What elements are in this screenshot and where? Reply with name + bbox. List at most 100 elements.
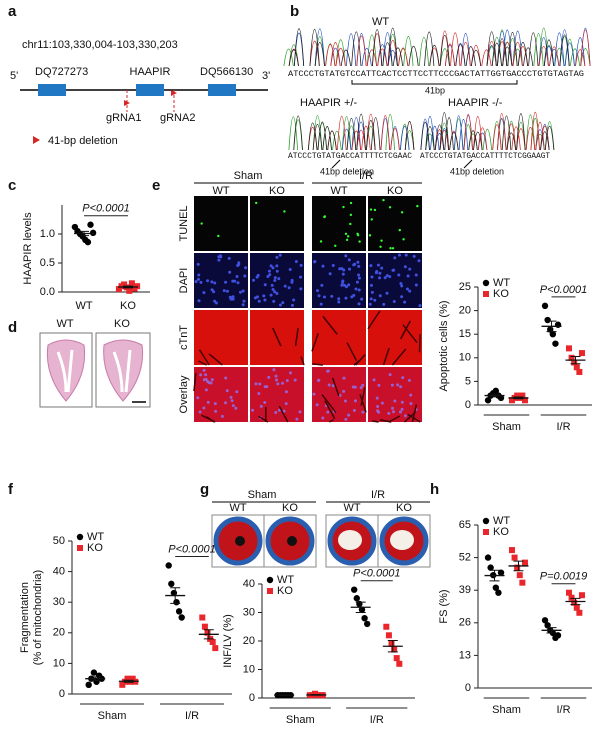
ring [327,516,377,566]
error-bar [355,601,366,613]
micrograph [194,310,248,365]
nucleus [225,289,229,293]
x-tick-label: Sham [98,710,127,722]
nucleus [277,408,281,412]
nucleus [359,386,363,390]
nucleus [416,204,419,208]
nucleus [412,254,416,258]
nucleus [253,296,257,300]
streak [400,320,411,340]
error-bar [90,676,101,681]
nucleus [288,268,292,272]
nucleus [273,278,277,282]
y-tick-label: 10 [459,352,471,364]
streak [278,405,289,423]
micrograph [312,196,366,251]
x-tick-label: Sham [286,714,315,726]
point [134,283,141,290]
nucleus [407,378,411,382]
nucleus [210,288,214,292]
nucleus [228,270,232,274]
nucleus [372,378,376,382]
y-axis-label: (% of mitochondria) [32,570,44,665]
column-label: WT [330,185,347,197]
nucleus [259,404,263,408]
legend-label: KO [493,288,509,300]
nucleus [388,275,392,279]
nucleus [241,289,245,293]
point [396,660,403,667]
nucleus [373,298,377,302]
nucleus [403,300,407,304]
streak [311,333,319,352]
point [497,569,505,576]
nucleus [383,276,387,280]
nucleus [380,401,384,405]
infarct [390,530,414,550]
column-label: KO [269,185,285,197]
trace [434,112,550,151]
nucleus [388,373,392,377]
nucleus [209,381,213,385]
chamber [112,349,132,393]
point [497,394,505,402]
streak [201,414,216,423]
streak [312,363,323,366]
nucleus [202,291,206,295]
micrograph [250,253,304,308]
nucleus [369,297,373,301]
point [576,368,583,375]
streak [372,420,379,423]
nucleus [252,278,256,282]
nucleus [290,303,294,307]
streak [403,411,417,423]
x-tick-label: I/R [185,710,199,722]
nucleus [231,404,235,408]
nucleus [358,240,361,243]
y-tick-label: 0 [465,682,471,694]
nucleus [294,260,298,264]
column-label: KO [282,502,298,514]
error-bar [546,320,557,333]
point [484,397,492,404]
nucleus [200,222,203,225]
nucleus [392,410,396,414]
nucleus [224,280,228,284]
point [353,595,360,602]
streak [208,353,223,366]
nucleus [417,259,421,263]
legend-label: WT [87,531,104,543]
error-bar [203,629,214,640]
nucleus [405,287,409,291]
nucleus [404,253,408,257]
column-label: KO [396,502,412,514]
y-tick-label: 52 [459,552,471,564]
y-tick-label: 65 [459,519,471,531]
nucleus [285,379,289,383]
legend-label: WT [493,277,510,289]
nucleus [284,402,288,406]
nucleus [378,276,382,280]
legend-label: KO [493,526,509,538]
streak [321,394,337,414]
seq-note: 41bp deletion [450,166,504,176]
ring [213,516,263,566]
nucleus [414,273,418,277]
nucleus [330,294,334,298]
trace [293,28,591,67]
nucleus [295,417,299,421]
nucleus [375,396,379,400]
streak [198,360,208,366]
nucleus [298,410,302,414]
panel-label: h [430,481,439,498]
nucleus [327,383,331,387]
y-axis-label: FS (%) [438,589,450,623]
nucleus [392,300,396,304]
point [514,564,521,571]
nucleus [370,275,374,279]
nucleus [204,377,208,381]
nucleus [275,291,279,295]
nucleus [340,283,344,287]
nucleus [275,264,279,268]
